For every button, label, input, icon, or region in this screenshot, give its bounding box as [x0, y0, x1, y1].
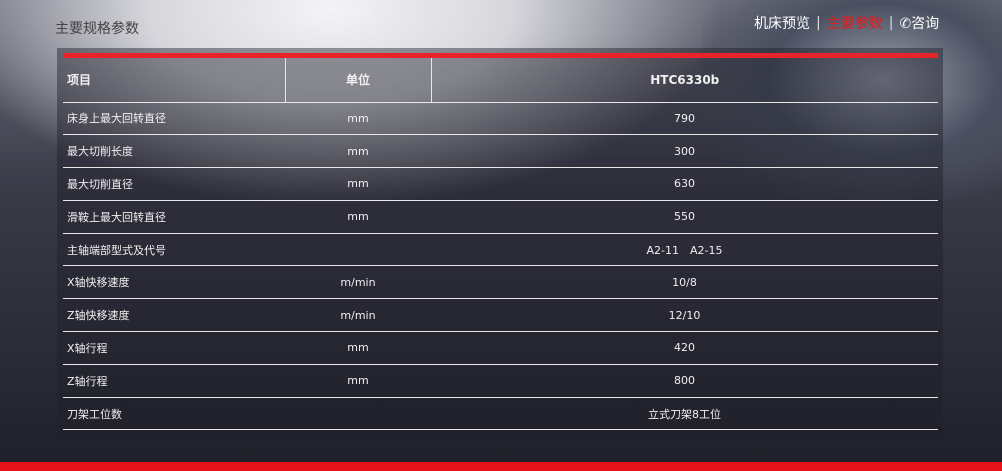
row-item: 最大切削长度 — [63, 134, 285, 169]
row-item: Z轴快移速度 — [63, 298, 285, 333]
row-value: 800 — [431, 364, 938, 398]
row-unit: mm — [285, 134, 431, 169]
table-row: 主轴端部型式及代号 A2-11 A2-15 — [63, 233, 938, 267]
bottom-accent-bar — [0, 462, 1002, 471]
table-row: Z轴快移速度 m/min 12/10 — [63, 298, 938, 333]
table-row: X轴行程 mm 420 — [63, 331, 938, 365]
table-row: 最大切削直径 mm 630 — [63, 167, 938, 201]
row-item: X轴快移速度 — [63, 265, 285, 300]
row-value: 300 — [431, 134, 938, 169]
row-unit: m/min — [285, 265, 431, 300]
row-item: 滑鞍上最大回转直径 — [63, 200, 285, 234]
nav-divider: | — [888, 15, 894, 31]
row-unit: m/min — [285, 298, 431, 333]
phone-icon: ✆ — [899, 16, 912, 32]
row-unit: mm — [285, 167, 431, 201]
accent-bar — [63, 53, 938, 58]
table-row: 滑鞍上最大回转直径 mm 550 — [63, 200, 938, 234]
nav-machine-preview[interactable]: 机床预览 — [754, 16, 810, 32]
row-unit — [285, 397, 431, 431]
row-value: 790 — [431, 102, 938, 136]
table-row: 最大切削长度 mm 300 — [63, 134, 938, 169]
table-header-row: 项目 单位 HTC6330b — [63, 58, 938, 103]
table-row: 床身上最大回转直径 mm 790 — [63, 102, 938, 136]
table-row: Z轴行程 mm 800 — [63, 364, 938, 398]
row-item: 刀架工位数 — [63, 397, 285, 431]
row-value: A2-11 A2-15 — [431, 233, 938, 267]
row-value: 12/10 — [431, 298, 938, 333]
table-row: 刀架工位数 立式刀架8工位 — [63, 397, 938, 431]
row-unit: mm — [285, 102, 431, 136]
row-unit — [285, 233, 431, 267]
row-value: 550 — [431, 200, 938, 234]
nav-divider: | — [816, 15, 821, 31]
row-unit: mm — [285, 200, 431, 234]
row-value: 630 — [431, 167, 938, 201]
row-unit: mm — [285, 364, 431, 398]
row-unit: mm — [285, 331, 431, 365]
nav-consult-label: 咨询 — [911, 16, 940, 32]
top-nav: 机床预览 | 主要参数 | ✆咨询 — [754, 13, 939, 33]
row-value: 10/8 — [431, 265, 938, 300]
row-value: 420 — [431, 331, 938, 365]
header-item: 项目 — [63, 58, 285, 103]
row-item: 主轴端部型式及代号 — [63, 233, 285, 267]
page-title: 主要规格参数 — [55, 21, 139, 37]
specs-table: 项目 单位 HTC6330b 床身上最大回转直径 mm 790 最大切削长度 mm 300… — [63, 58, 938, 431]
row-item: 床身上最大回转直径 — [63, 102, 285, 136]
header-unit: 单位 — [284, 58, 431, 103]
nav-consult[interactable]: ✆咨询 — [899, 13, 939, 33]
row-item: X轴行程 — [63, 331, 285, 365]
row-value: 立式刀架8工位 — [431, 397, 938, 431]
row-item: 最大切削直径 — [63, 167, 285, 201]
nav-main-params[interactable]: 主要参数 — [826, 16, 883, 32]
header-model: HTC6330b — [430, 58, 938, 103]
row-item: Z轴行程 — [63, 364, 285, 398]
table-row: X轴快移速度 m/min 10/8 — [63, 265, 938, 300]
